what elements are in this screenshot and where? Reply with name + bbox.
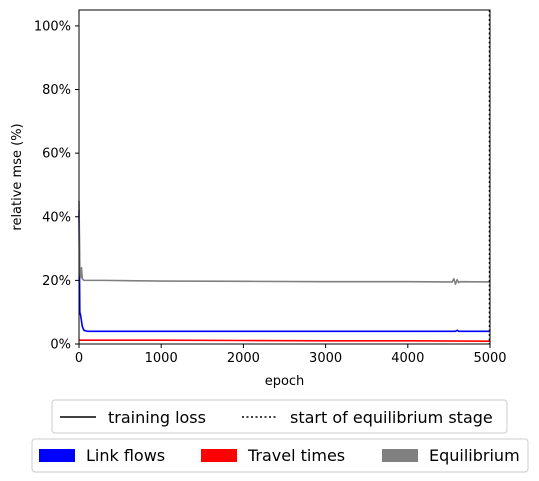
x-tick-label: 1000 xyxy=(145,351,178,366)
y-tick-label: 60% xyxy=(42,147,71,162)
plot-area xyxy=(78,9,491,345)
legend-series: Link flows Travel times Equilibrium xyxy=(31,438,529,473)
legend-equilibrium-start-label: start of equilibrium stage xyxy=(290,408,493,427)
x-tick-label: 4000 xyxy=(391,351,424,366)
legend-equilibrium-label: Equilibrium xyxy=(429,446,520,465)
plot-frame xyxy=(78,9,491,345)
x-tick-label: 2000 xyxy=(227,351,260,366)
x-tick-label: 5000 xyxy=(473,351,506,366)
series-line-link-flows xyxy=(78,210,490,333)
legend-series-box xyxy=(31,438,529,473)
y-tick-label: 40% xyxy=(42,210,71,225)
series-layer xyxy=(78,200,491,342)
x-tick-label: 3000 xyxy=(309,351,342,366)
y-tick-label: 20% xyxy=(42,274,71,289)
legend-travel-times-label: Travel times xyxy=(247,446,345,465)
x-axis-label: epoch xyxy=(265,374,305,389)
legend-lines: training loss start of equilibrium stage xyxy=(51,399,508,434)
legend-lines-box xyxy=(51,399,508,434)
y-axis: 0% 20% 40% 60% 80% 100% xyxy=(34,19,79,353)
legend-equilibrium-swatch xyxy=(382,449,418,462)
y-tick-label: 80% xyxy=(42,83,71,98)
legend-travel-times-swatch xyxy=(201,449,237,462)
x-axis: 0 1000 2000 3000 4000 5000 xyxy=(75,344,507,366)
y-axis-label: relative mse (%) xyxy=(10,123,25,230)
legend-training-loss-label: training loss xyxy=(108,408,206,427)
x-tick-label: 0 xyxy=(75,351,83,366)
legend-link-flows-swatch xyxy=(39,449,75,462)
y-tick-label: 0% xyxy=(50,338,71,353)
y-tick-label: 100% xyxy=(34,19,71,34)
series-line-travel-times xyxy=(78,339,491,342)
legend-link-flows-label: Link flows xyxy=(86,446,165,465)
series-line-equilibrium xyxy=(78,200,491,286)
